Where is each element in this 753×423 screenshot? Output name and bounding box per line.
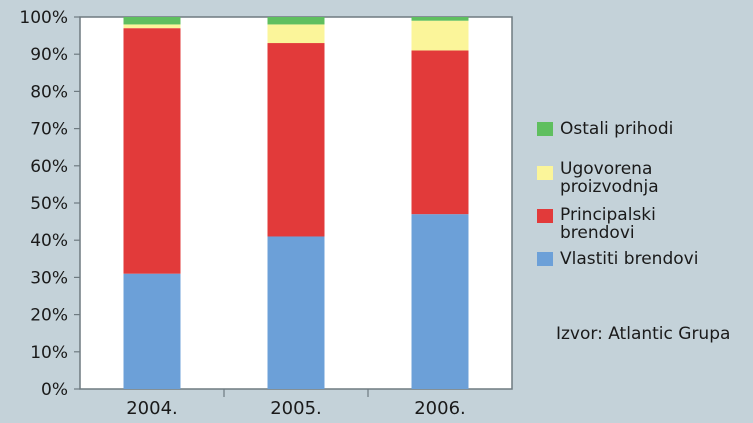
y-tick-label: 60%: [30, 157, 68, 177]
legend-swatch: [537, 122, 553, 136]
legend-swatch: [537, 209, 553, 223]
legend-label: Ostali prihodi: [560, 119, 673, 139]
bar-segment: [123, 24, 181, 29]
bar-segment: [411, 214, 469, 389]
y-tick-label: 50%: [30, 194, 68, 214]
x-tick-label: 2004.: [126, 398, 178, 419]
bar-segment: [411, 17, 469, 21]
bar-segment: [411, 50, 469, 215]
bar-segment: [123, 28, 181, 274]
y-tick-label: 10%: [30, 343, 68, 363]
y-tick-label: 0%: [41, 380, 68, 400]
bar-segment: [123, 273, 181, 389]
bar-segment: [411, 20, 469, 51]
legend: Ostali prihodi Ugovorena proizvodnja Princi…: [537, 119, 698, 269]
legend-label: Principalski brendovi: [560, 205, 656, 243]
y-tick-label: 20%: [30, 306, 68, 326]
bar-segment: [123, 17, 181, 25]
y-axis: 0% 10% 20% 30% 40% 50% 60% 70% 80% 90% 100%: [19, 8, 80, 400]
y-tick-label: 100%: [19, 8, 68, 28]
legend-swatch: [537, 252, 553, 266]
y-tick-label: 90%: [30, 45, 68, 65]
legend-label: Vlastiti brendovi: [560, 249, 698, 269]
y-tick-label: 80%: [30, 82, 68, 102]
bar-segment: [267, 236, 325, 389]
legend-label: Ugovorena proizvodnja: [560, 159, 659, 197]
bars-group: [123, 17, 469, 389]
legend-swatch: [537, 166, 553, 180]
x-tick-label: 2006.: [414, 398, 466, 419]
source-note: Izvor: Atlantic Grupa: [556, 324, 730, 344]
y-tick-label: 40%: [30, 231, 68, 251]
y-tick-label: 30%: [30, 268, 68, 288]
bar-segment: [267, 43, 325, 237]
bar-segment: [267, 24, 325, 44]
y-tick-label: 70%: [30, 120, 68, 140]
bar-segment: [267, 17, 325, 25]
x-axis: 2004. 2005. 2006.: [126, 389, 466, 419]
x-tick-label: 2005.: [270, 398, 322, 419]
